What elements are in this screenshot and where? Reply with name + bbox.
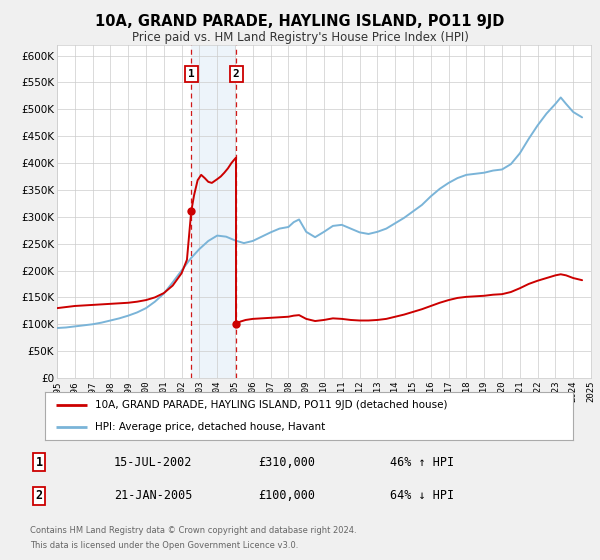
Bar bbox=[191, 45, 236, 378]
Text: 21-JAN-2005: 21-JAN-2005 bbox=[114, 489, 193, 502]
Text: 2: 2 bbox=[233, 69, 239, 80]
Text: 1: 1 bbox=[188, 69, 194, 80]
Text: 15-JUL-2002: 15-JUL-2002 bbox=[114, 455, 193, 469]
Text: This data is licensed under the Open Government Licence v3.0.: This data is licensed under the Open Gov… bbox=[30, 541, 298, 550]
Text: 2: 2 bbox=[35, 489, 43, 502]
Text: Contains HM Land Registry data © Crown copyright and database right 2024.: Contains HM Land Registry data © Crown c… bbox=[30, 526, 356, 535]
Text: £100,000: £100,000 bbox=[258, 489, 315, 502]
Text: Price paid vs. HM Land Registry's House Price Index (HPI): Price paid vs. HM Land Registry's House … bbox=[131, 31, 469, 44]
Text: 46% ↑ HPI: 46% ↑ HPI bbox=[390, 455, 454, 469]
Text: £310,000: £310,000 bbox=[258, 455, 315, 469]
Text: 10A, GRAND PARADE, HAYLING ISLAND, PO11 9JD: 10A, GRAND PARADE, HAYLING ISLAND, PO11 … bbox=[95, 14, 505, 29]
Text: 64% ↓ HPI: 64% ↓ HPI bbox=[390, 489, 454, 502]
Text: HPI: Average price, detached house, Havant: HPI: Average price, detached house, Hava… bbox=[95, 422, 325, 432]
Text: 1: 1 bbox=[35, 455, 43, 469]
Text: 10A, GRAND PARADE, HAYLING ISLAND, PO11 9JD (detached house): 10A, GRAND PARADE, HAYLING ISLAND, PO11 … bbox=[95, 400, 448, 410]
